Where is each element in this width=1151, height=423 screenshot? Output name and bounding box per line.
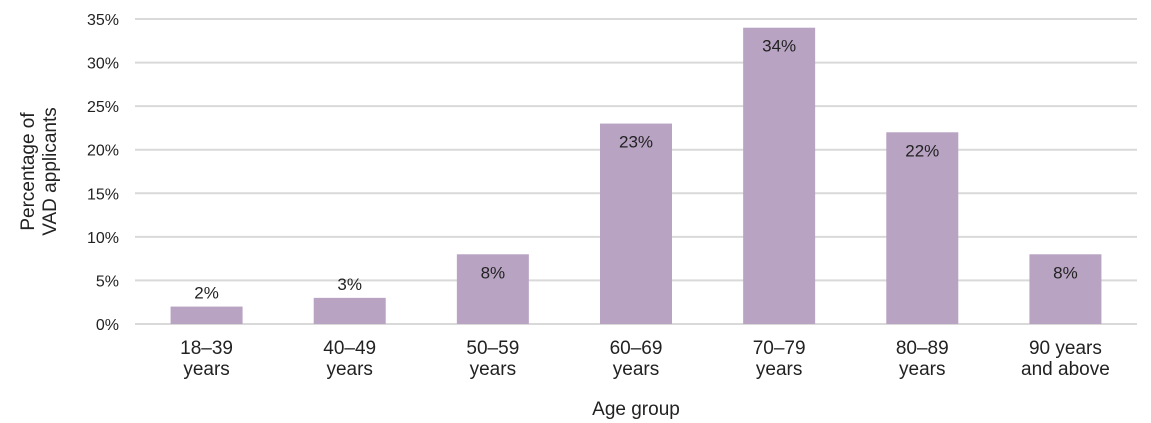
y-tick-label: 20% xyxy=(87,143,119,160)
x-tick-label: 40–49 years xyxy=(323,338,376,380)
y-axis-title: Percentage ofVAD applicants xyxy=(18,107,61,236)
bar xyxy=(743,27,816,324)
bar xyxy=(886,132,959,324)
bar xyxy=(1029,254,1102,324)
bar xyxy=(170,306,243,324)
x-tick-label: 50–59 years xyxy=(466,338,519,380)
data-label: 23% xyxy=(619,133,653,152)
y-axis-ticks: 0% 5% 10% 15% 20% 25% 30% 35% xyxy=(87,12,119,334)
x-tick-label: 90 years and above xyxy=(1021,338,1110,380)
data-label: 2% xyxy=(194,284,219,303)
y-tick-label: 15% xyxy=(87,186,119,203)
data-label: 34% xyxy=(762,37,796,56)
x-tick-label: 80–89 years xyxy=(896,338,949,380)
x-axis-ticks: 18–39 years 40–49 years 50–59 years 60–69 years… xyxy=(180,338,1110,380)
x-tick-label: 18–39 years xyxy=(180,338,233,380)
bars xyxy=(170,27,1102,324)
data-labels: 2% 3% 8% 23% 34% 22% 8% xyxy=(194,37,1077,303)
y-tick-label: 35% xyxy=(87,12,119,29)
y-tick-label: 25% xyxy=(87,99,119,116)
y-tick-label: 10% xyxy=(87,230,119,247)
data-label: 22% xyxy=(905,141,939,160)
bar xyxy=(600,123,672,324)
y-tick-label: 5% xyxy=(96,273,119,290)
x-axis-title: Age group xyxy=(592,399,680,420)
data-label: 8% xyxy=(1053,263,1078,282)
y-tick-label: 30% xyxy=(87,56,119,73)
data-label: 8% xyxy=(481,263,506,282)
bar xyxy=(456,254,529,324)
x-tick-label: 60–69 years xyxy=(610,338,663,380)
bar xyxy=(313,297,386,324)
y-tick-label: 0% xyxy=(96,317,119,334)
data-label: 3% xyxy=(337,275,362,294)
x-tick-label: 70–79 years xyxy=(753,338,806,380)
